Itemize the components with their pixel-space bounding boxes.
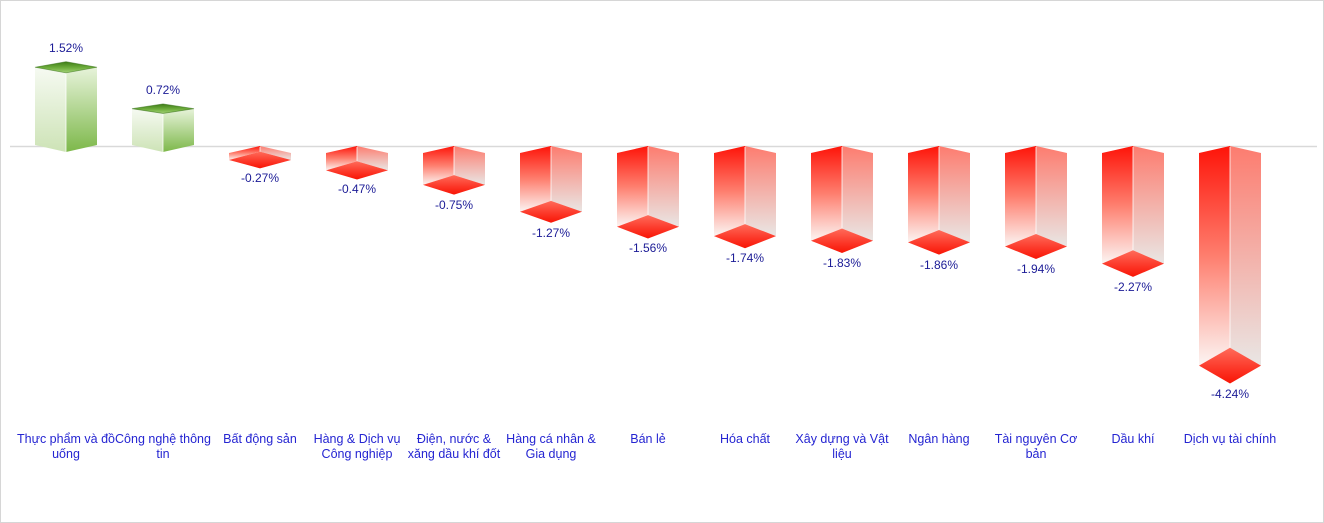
value-label: 0.72% <box>145 82 181 97</box>
value-label: -4.24% <box>1210 386 1250 401</box>
value-label: 1.52% <box>48 40 84 55</box>
bar-right-face <box>1133 146 1164 264</box>
category-label: Bất động sản <box>223 432 297 446</box>
bar-right-face <box>163 108 194 152</box>
value-label: -1.83% <box>822 256 862 271</box>
bar-left-face <box>1102 146 1133 264</box>
category-label: Dịch vụ tài chính <box>1183 432 1277 446</box>
category-label: Hàng cá nhân & Gia dụng <box>506 432 596 461</box>
bar-left-face <box>617 146 648 227</box>
category-label: Công nghệ thông tin <box>115 432 211 461</box>
category-label: Ngân hàng <box>908 432 970 446</box>
bar-left-face <box>132 108 163 152</box>
bar-bottom-cap <box>229 151 291 169</box>
bar-left-face <box>908 146 939 243</box>
bar-left-face <box>229 146 260 160</box>
bar-left-face <box>1005 146 1036 247</box>
bar-left-face <box>520 146 551 212</box>
bar-column <box>131 103 195 152</box>
bar-left-face <box>35 67 66 152</box>
category-label: Điện, nước & xăng dầu khí đốt <box>407 432 501 461</box>
value-label: -1.27% <box>531 225 571 240</box>
value-label: -1.86% <box>919 257 959 272</box>
category-label: Tài nguyên Cơ bản <box>994 432 1078 461</box>
category-label: Xây dựng và Vật liệu <box>795 432 889 461</box>
category-label: Hóa chất <box>719 432 771 446</box>
category-label: Dầu khí <box>1111 432 1155 446</box>
value-label: -0.27% <box>240 171 280 186</box>
bar-right-face <box>454 146 485 185</box>
bar-column <box>908 146 970 255</box>
category-label: Bán lẻ <box>630 432 666 446</box>
bar-right-face <box>551 146 582 212</box>
bar-left-face <box>326 146 357 171</box>
bar-left-face <box>1199 146 1230 366</box>
bar-column <box>1199 146 1261 384</box>
bar-column <box>326 146 388 180</box>
bar-bottom-cap <box>617 215 679 239</box>
bar-right-face <box>1036 146 1067 247</box>
bar-bottom-cap <box>326 161 388 180</box>
bar-column <box>811 146 873 254</box>
bars-group <box>34 61 1261 384</box>
bar-column <box>34 61 98 152</box>
value-label: -2.27% <box>1113 279 1153 294</box>
bar-right-face <box>842 146 873 241</box>
bar-column <box>229 146 291 169</box>
value-label: -0.47% <box>337 182 377 197</box>
bar-right-face <box>939 146 970 243</box>
bar-bottom-cap <box>423 175 485 195</box>
value-label: -0.75% <box>434 197 474 212</box>
bar-left-face <box>811 146 842 241</box>
bar-column <box>1102 146 1164 277</box>
bar-bottom-cap <box>811 228 873 254</box>
value-label: -1.74% <box>725 251 765 266</box>
bar-right-face <box>745 146 776 237</box>
bar-bottom-cap <box>714 224 776 249</box>
bar-right-face <box>66 67 97 152</box>
bar-column <box>714 146 776 249</box>
value-label: -1.56% <box>628 241 668 256</box>
bar-bottom-cap <box>908 230 970 255</box>
bar-right-face <box>357 146 388 171</box>
bar-right-face <box>1230 146 1261 366</box>
bar-column <box>617 146 679 239</box>
bar-column <box>520 146 582 223</box>
bar-right-face <box>260 146 291 160</box>
bar-column <box>1005 146 1067 260</box>
bar-left-face <box>423 146 454 185</box>
category-label: Thực phẩm và đồ uống <box>17 432 115 461</box>
bar-bottom-cap <box>1199 347 1261 384</box>
bar-right-face <box>648 146 679 227</box>
bar-column <box>423 146 485 195</box>
value-label: -1.94% <box>1016 262 1056 276</box>
bar-bottom-cap <box>1005 233 1067 260</box>
bar-left-face <box>714 146 745 237</box>
bar-top-cap <box>34 61 98 74</box>
bar-bottom-cap <box>520 200 582 223</box>
bar-top-cap <box>131 103 195 114</box>
category-label: Hàng & Dịch vụ Công nghiệp <box>313 432 401 461</box>
